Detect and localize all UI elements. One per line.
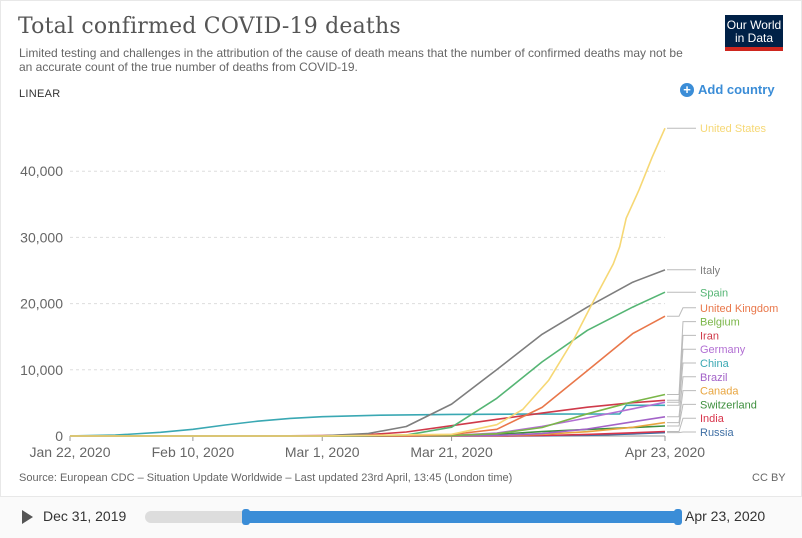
- x-tick-label: Mar 1, 2020: [285, 444, 360, 460]
- y-tick-label: 30,000: [20, 229, 63, 245]
- scale-toggle[interactable]: LINEAR: [19, 88, 61, 100]
- label-leader-line: [667, 417, 696, 432]
- timeline-end-date: Apr 23, 2020: [685, 508, 766, 524]
- series-label-spain[interactable]: Spain: [700, 287, 728, 299]
- timeline-bar: Dec 31, 2019 Apr 23, 2020: [0, 496, 802, 538]
- chart-subtitle: Limited testing and challenges in the at…: [19, 46, 683, 74]
- series-layer: [69, 127, 666, 437]
- y-tick-label: 20,000: [20, 296, 63, 312]
- series-label-india[interactable]: India: [700, 413, 725, 425]
- series-label-switzerland[interactable]: Switzerland: [700, 399, 757, 411]
- label-leader-line: [667, 307, 696, 317]
- x-tick-label: Feb 10, 2020: [152, 444, 235, 460]
- grid-layer: [70, 170, 665, 371]
- plus-icon: +: [680, 82, 694, 97]
- add-country-label: Add country: [698, 82, 775, 97]
- timeline-end-handle[interactable]: [674, 509, 682, 525]
- label-leader-line: [667, 403, 696, 427]
- license-link[interactable]: CC BY: [752, 472, 786, 484]
- y-tick-label: 10,000: [20, 362, 63, 378]
- timeline-start-date: Dec 31, 2019: [43, 508, 127, 524]
- label-leader-line: [667, 390, 696, 424]
- line-chart: 0 10,000 20,000 30,000 40,000 Jan 22, 2020 Feb…: [20, 123, 778, 460]
- timeline-start-handle[interactable]: [242, 509, 250, 525]
- y-tick-label: 40,000: [20, 163, 63, 179]
- series-label-united-kingdom[interactable]: United Kingdom: [700, 303, 778, 315]
- series-label-italy[interactable]: Italy: [700, 265, 721, 277]
- series-label-iran[interactable]: Iran: [700, 330, 719, 342]
- series-label-russia[interactable]: Russia: [700, 427, 735, 439]
- series-label-layer: United States Italy Spain United Kingdom Bel…: [667, 123, 778, 439]
- label-leader-line: [667, 334, 696, 401]
- label-leader-line: [667, 362, 696, 406]
- x-tick-label: Jan 22, 2020: [30, 444, 111, 460]
- series-line-united-states: [70, 127, 666, 437]
- series-label-china[interactable]: China: [700, 358, 730, 370]
- x-tick-label: Apr 23, 2020: [625, 444, 705, 460]
- source-note: Source: European CDC – Situation Update …: [19, 472, 513, 484]
- label-leader-line: [667, 431, 696, 434]
- series-label-brazil[interactable]: Brazil: [700, 372, 728, 384]
- logo-line-1: Our World: [726, 18, 782, 32]
- x-tick-label: Mar 21, 2020: [410, 444, 493, 460]
- chart-title: Total confirmed COVID-19 deaths: [18, 14, 401, 39]
- timeline-selected-range[interactable]: [246, 511, 678, 523]
- series-line-italy: [70, 269, 666, 437]
- add-country-button[interactable]: + Add country: [680, 82, 775, 97]
- series-label-belgium[interactable]: Belgium: [700, 317, 740, 329]
- label-leader-line: [667, 348, 696, 403]
- owid-logo[interactable]: Our World in Data: [725, 15, 783, 51]
- label-leader-line: [667, 321, 696, 395]
- series-label-united-states[interactable]: United States: [700, 123, 767, 135]
- series-label-canada[interactable]: Canada: [700, 386, 739, 398]
- series-label-germany[interactable]: Germany: [700, 344, 746, 356]
- logo-line-2: in Data: [734, 31, 774, 45]
- play-icon[interactable]: [22, 510, 33, 524]
- y-tick-label: 0: [55, 428, 63, 444]
- label-leader-line: [667, 376, 696, 418]
